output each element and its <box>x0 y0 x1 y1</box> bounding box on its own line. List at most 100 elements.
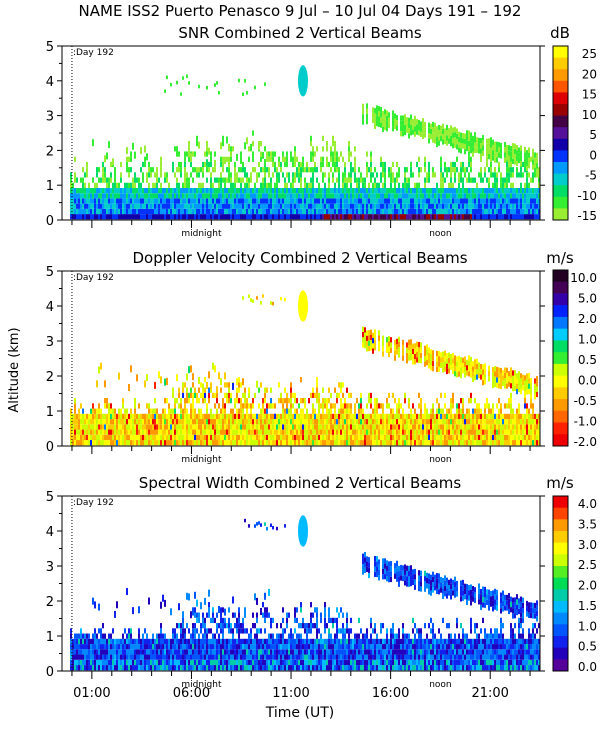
heatmap-cell <box>130 208 132 215</box>
heatmap-cell <box>194 392 196 399</box>
heatmap-cell <box>538 214 540 220</box>
heatmap-cell <box>262 403 264 409</box>
heatmap-cell <box>206 141 208 147</box>
heatmap-cell <box>106 434 108 441</box>
heatmap-cell <box>178 151 180 157</box>
heatmap-cell <box>208 419 210 425</box>
heatmap-cell <box>470 367 472 373</box>
heatmap-cell <box>268 434 270 441</box>
heatmap-cell <box>404 429 406 435</box>
heatmap-cell <box>436 413 438 420</box>
heatmap-cell <box>120 408 122 414</box>
heatmap-cell <box>80 440 82 446</box>
heatmap-cell <box>186 182 188 188</box>
heatmap-cell <box>78 413 80 420</box>
heatmap-cell <box>322 177 324 183</box>
heatmap-cell <box>388 392 390 399</box>
heatmap-cell <box>452 198 454 204</box>
heatmap-cell <box>120 203 122 209</box>
heatmap-cell <box>342 203 344 209</box>
heatmap-cell <box>506 208 508 215</box>
heatmap-cell <box>304 424 306 430</box>
heatmap-cell <box>226 382 228 388</box>
heatmap-cell <box>86 633 88 639</box>
heatmap-cell <box>428 177 430 183</box>
heatmap-cell <box>404 392 406 399</box>
heatmap-cell <box>364 424 366 430</box>
heatmap-cell <box>400 440 402 446</box>
heatmap-cell <box>502 375 504 381</box>
heatmap-cell <box>116 413 118 420</box>
heatmap-cell <box>464 413 466 420</box>
heatmap-cell <box>134 193 136 199</box>
heatmap-cell <box>214 193 216 199</box>
heatmap-cell <box>306 440 308 446</box>
heatmap-cell <box>320 187 322 194</box>
heatmap-cell <box>438 214 440 220</box>
heatmap-cell <box>268 440 270 446</box>
heatmap-cell <box>82 633 84 639</box>
heatmap-cell <box>472 146 474 152</box>
heatmap-cell <box>298 413 300 420</box>
heatmap-cell <box>316 177 318 183</box>
heatmap-cell <box>334 403 336 409</box>
heatmap-cell <box>84 659 86 666</box>
heatmap-cell <box>342 172 344 178</box>
heatmap-cell <box>508 403 510 409</box>
heatmap-cell <box>532 148 534 155</box>
heatmap-cell <box>112 203 114 209</box>
heatmap-cell <box>446 358 448 364</box>
heatmap-cell <box>500 153 502 159</box>
heatmap-cell <box>524 198 526 204</box>
heatmap-cell <box>126 147 128 155</box>
heatmap-cell <box>214 83 216 87</box>
heatmap-cell <box>80 203 82 209</box>
heatmap-cell <box>176 203 178 209</box>
heatmap-cell <box>282 429 284 435</box>
heatmap-cell <box>154 419 156 425</box>
heatmap-cell <box>192 413 194 420</box>
heatmap-cell <box>260 141 262 147</box>
heatmap-cell <box>322 429 324 435</box>
heatmap-cell <box>78 203 80 209</box>
heatmap-cell <box>114 440 116 446</box>
heatmap-cell <box>508 371 510 377</box>
heatmap-cell <box>370 403 372 409</box>
heatmap-cell <box>398 398 400 404</box>
heatmap-cell <box>80 193 82 199</box>
heatmap-cell <box>432 137 434 143</box>
heatmap-cell <box>272 419 274 425</box>
heatmap-cell <box>156 203 158 209</box>
heatmap-cell <box>148 434 150 441</box>
heatmap-cell <box>282 403 284 409</box>
heatmap-cell <box>238 413 240 420</box>
heatmap-cell <box>428 424 430 430</box>
heatmap-cell <box>84 429 86 435</box>
heatmap-cell <box>290 403 292 409</box>
heatmap-cell <box>148 208 150 215</box>
heatmap-cell <box>242 424 244 430</box>
heatmap-cell <box>148 167 150 173</box>
heatmap-cell <box>188 182 190 188</box>
heatmap-cell <box>306 214 308 220</box>
heatmap-cell <box>438 135 440 141</box>
heatmap-cell <box>88 633 90 639</box>
heatmap-cell <box>266 198 268 204</box>
heatmap-cell <box>252 208 254 215</box>
heatmap-cell <box>448 434 450 441</box>
heatmap-cell <box>526 160 528 166</box>
heatmap-cell <box>514 440 516 446</box>
heatmap-cell <box>528 214 530 220</box>
heatmap-cell <box>224 419 226 425</box>
heatmap-cell <box>252 403 254 409</box>
heatmap-cell <box>440 214 442 220</box>
heatmap-cell <box>342 392 344 399</box>
heatmap-cell <box>464 372 466 378</box>
heatmap-cell <box>358 208 360 215</box>
heatmap-cell <box>112 158 114 166</box>
heatmap-cell <box>172 208 174 215</box>
heatmap-cell <box>174 172 176 178</box>
heatmap-cell <box>126 408 128 414</box>
heatmap-cell <box>376 187 378 194</box>
heatmap-cell <box>504 187 506 194</box>
